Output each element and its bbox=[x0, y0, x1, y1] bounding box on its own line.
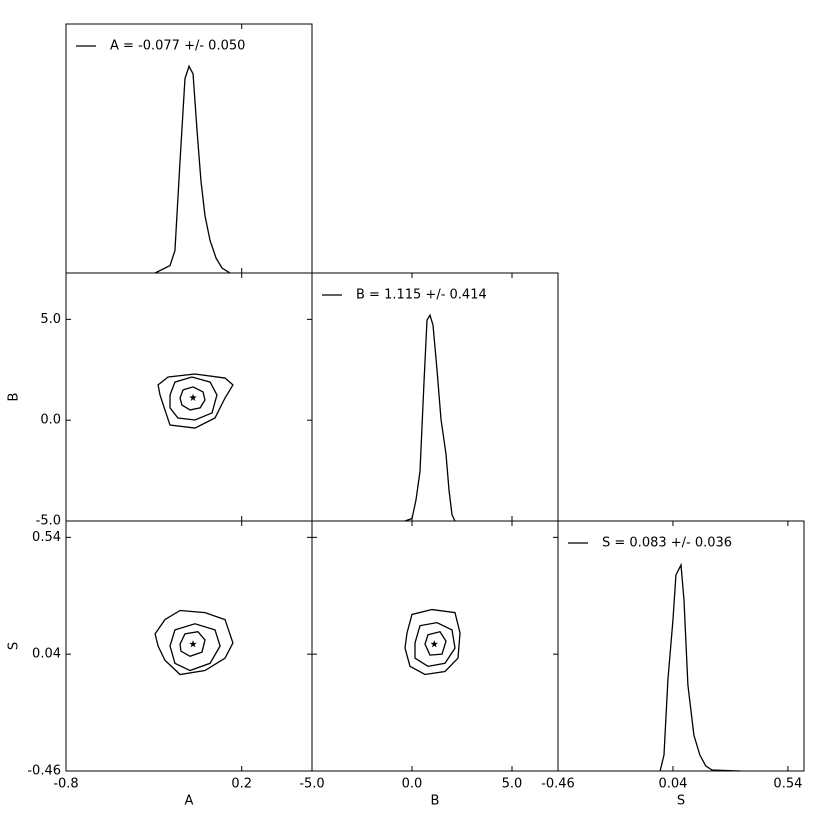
contour-line bbox=[424, 631, 447, 656]
x-tick-label: -0.46 bbox=[541, 777, 575, 792]
x-tick-label: 0.0 bbox=[402, 777, 423, 792]
x-axis-label: A bbox=[185, 794, 194, 809]
legend-label: S = 0.083 +/- 0.036 bbox=[602, 536, 732, 551]
panel-frame bbox=[557, 520, 805, 772]
y-tick-label: 5.0 bbox=[40, 312, 61, 327]
legend-label: A = -0.077 +/- 0.050 bbox=[110, 39, 245, 54]
panel-frame bbox=[65, 520, 313, 772]
density-line bbox=[659, 562, 740, 772]
y-tick-label: -5.0 bbox=[36, 514, 61, 529]
panel-frame bbox=[65, 272, 313, 522]
contour-line bbox=[169, 376, 218, 421]
mean-marker bbox=[430, 640, 439, 648]
y-tick-label: 0.04 bbox=[32, 647, 61, 662]
contour-line bbox=[169, 623, 221, 672]
y-tick-label: 0.0 bbox=[40, 413, 61, 428]
x-tick-label: 5.0 bbox=[502, 777, 523, 792]
x-tick-label: -5.0 bbox=[299, 777, 324, 792]
legend-label: B = 1.115 +/- 0.414 bbox=[356, 288, 487, 303]
contour-line bbox=[157, 373, 234, 429]
density-line bbox=[154, 64, 231, 274]
y-axis-label: S bbox=[7, 642, 22, 650]
contour-line bbox=[414, 621, 456, 668]
x-tick-label: 0.54 bbox=[773, 777, 802, 792]
contour-line bbox=[179, 386, 206, 411]
y-axis-label: B bbox=[7, 393, 22, 402]
panel-frame bbox=[311, 272, 559, 522]
x-tick-label: -0.8 bbox=[53, 777, 78, 792]
y-tick-label: 0.54 bbox=[32, 530, 61, 545]
x-axis-label: S bbox=[677, 794, 685, 809]
panel-frame bbox=[65, 23, 313, 274]
mean-marker bbox=[189, 393, 197, 401]
mean-marker bbox=[189, 640, 197, 648]
x-tick-label: 0.04 bbox=[658, 777, 687, 792]
contour-line bbox=[154, 609, 234, 676]
contour-line bbox=[404, 608, 461, 676]
contour-line bbox=[179, 631, 206, 657]
x-tick-label: 0.2 bbox=[231, 777, 252, 792]
y-tick-label: -0.46 bbox=[27, 764, 61, 779]
density-line bbox=[404, 313, 456, 522]
x-axis-label: B bbox=[431, 794, 440, 809]
